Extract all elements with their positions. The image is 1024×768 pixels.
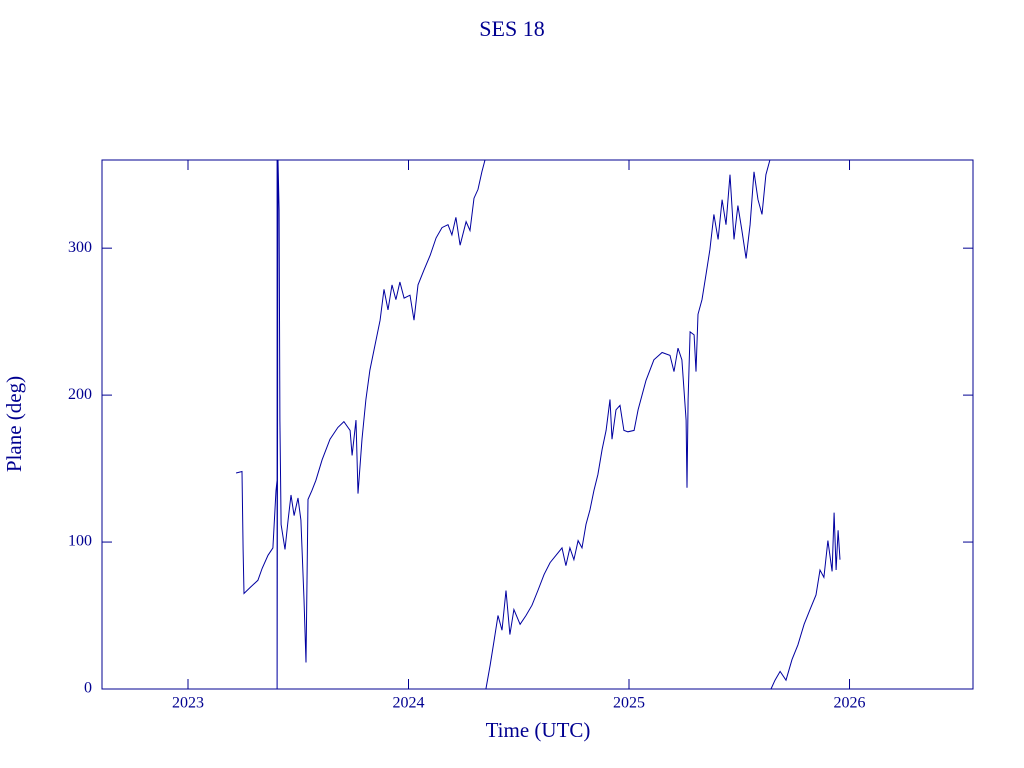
chart-title: SES 18 xyxy=(479,16,544,41)
y-tick-label: 100 xyxy=(68,533,92,550)
x-tick-label: 2025 xyxy=(613,695,645,712)
y-tick-label: 200 xyxy=(68,386,92,403)
data-line xyxy=(235,159,841,690)
x-tick-label: 2024 xyxy=(393,695,425,712)
x-tick-label: 2023 xyxy=(172,695,204,712)
plot-frame xyxy=(101,159,974,690)
x-axis-label: Time (UTC) xyxy=(486,718,591,742)
x-tick-label: 2026 xyxy=(834,695,866,712)
y-tick-label: 0 xyxy=(84,680,92,697)
y-tick-label: 300 xyxy=(68,239,92,256)
y-axis-label: Plane (deg) xyxy=(2,376,26,472)
